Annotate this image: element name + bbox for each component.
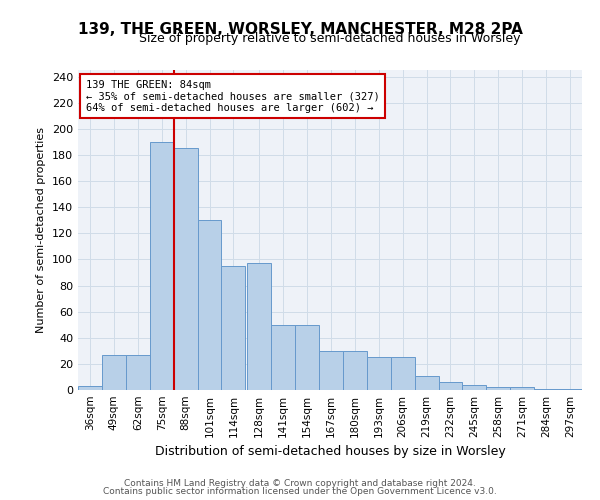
Bar [295,324,319,390]
X-axis label: Distribution of semi-detached houses by size in Worsley: Distribution of semi-detached houses by … [155,446,505,458]
Bar [463,385,487,390]
Title: Size of property relative to semi-detached houses in Worsley: Size of property relative to semi-detach… [139,32,521,45]
Bar [271,324,295,390]
Text: 139 THE GREEN: 84sqm
← 35% of semi-detached houses are smaller (327)
64% of semi: 139 THE GREEN: 84sqm ← 35% of semi-detac… [86,80,379,113]
Bar [439,382,463,390]
Bar [534,388,558,390]
Bar [343,351,367,390]
Bar [150,142,173,390]
Bar [78,386,102,390]
Bar [102,354,126,390]
Text: 139, THE GREEN, WORSLEY, MANCHESTER, M28 2PA: 139, THE GREEN, WORSLEY, MANCHESTER, M28… [77,22,523,38]
Bar [319,351,343,390]
Bar [367,358,391,390]
Text: Contains HM Land Registry data © Crown copyright and database right 2024.: Contains HM Land Registry data © Crown c… [124,478,476,488]
Bar [173,148,197,390]
Bar [197,220,221,390]
Bar [558,388,582,390]
Bar [247,264,271,390]
Bar [487,388,510,390]
Bar [510,388,534,390]
Text: Contains public sector information licensed under the Open Government Licence v3: Contains public sector information licen… [103,487,497,496]
Bar [391,358,415,390]
Bar [415,376,439,390]
Y-axis label: Number of semi-detached properties: Number of semi-detached properties [37,127,46,333]
Bar [126,354,150,390]
Bar [221,266,245,390]
